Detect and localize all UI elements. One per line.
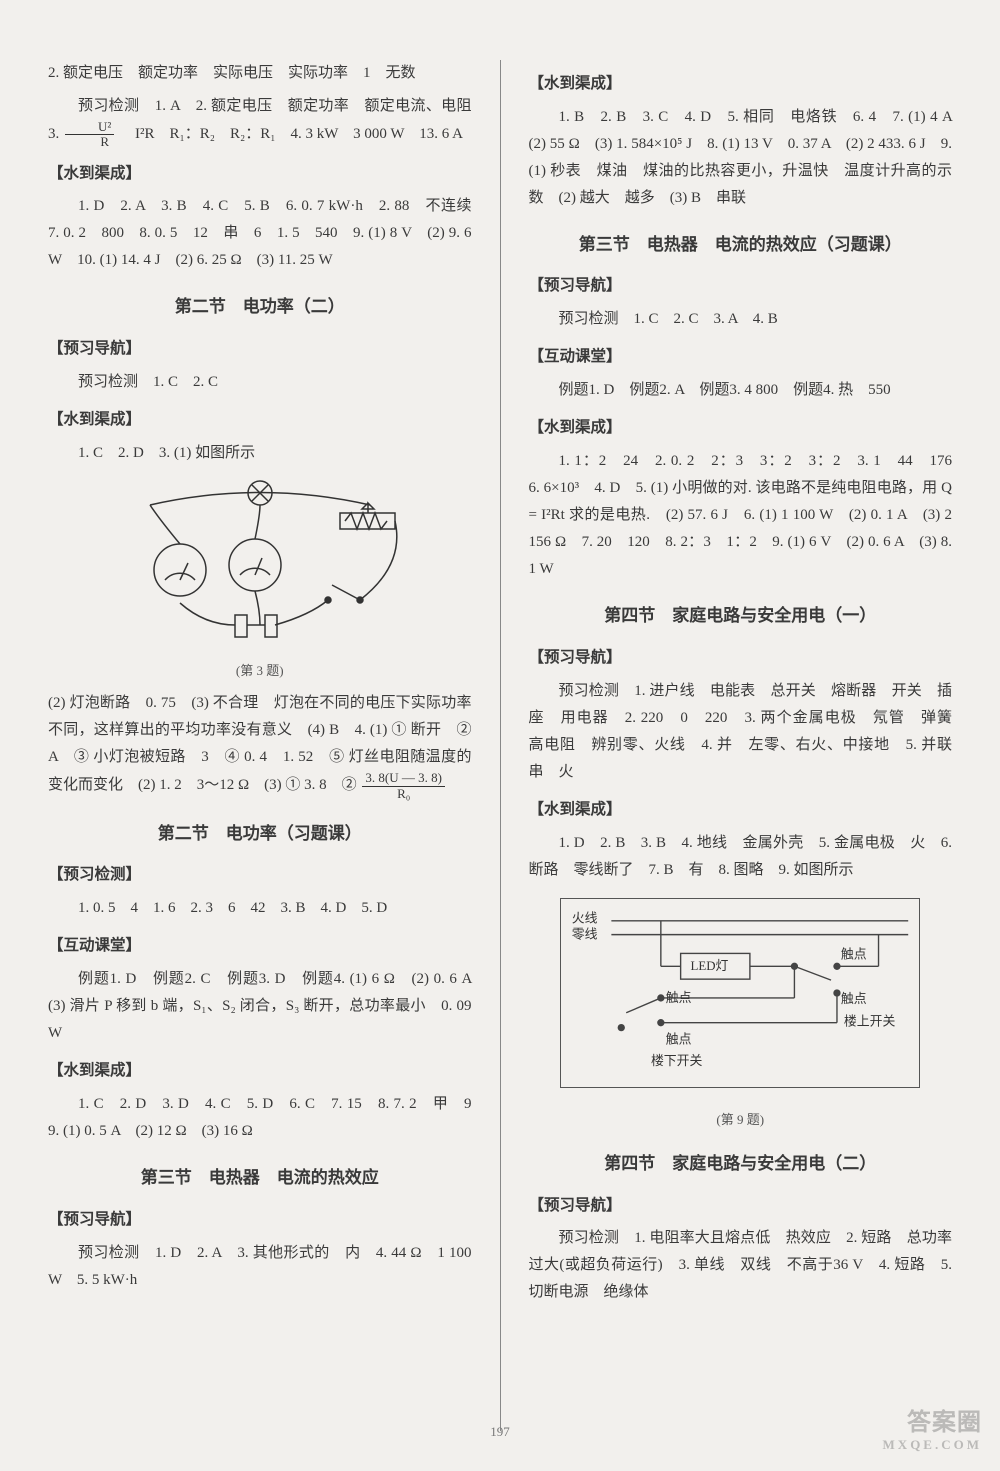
circuit-figure: (第 3 题) [48, 475, 472, 682]
answer-line: 预习检测 1. C 2. C [48, 369, 472, 396]
section-heading: 【预习导航】 [529, 1192, 953, 1220]
section-heading: 【互动课堂】 [529, 343, 953, 371]
circuit-svg-icon [110, 475, 410, 655]
answer-line: 2. 额定电压 额定功率 实际电压 实际功率 1 无数 [48, 60, 472, 87]
section-heading: 【预习检测】 [48, 861, 472, 889]
answer-line: 1. D 2. A 3. B 4. C 5. B 6. 0. 7 kW·h 2.… [48, 193, 472, 274]
chapter-title: 第三节 电热器 电流的热效应（习题课） [529, 230, 953, 261]
chapter-title: 第四节 家庭电路与安全用电（一） [529, 601, 953, 632]
figure-caption: (第 3 题) [48, 659, 472, 682]
label-contact: 触点 [841, 991, 867, 1005]
section-heading: 【预习导航】 [48, 1206, 472, 1234]
fraction-denominator: R [65, 135, 114, 149]
answer-line: 预习检测 1. C 2. C 3. A 4. B [529, 306, 953, 333]
answer-line: (2) 灯泡断路 0. 75 (3) 不合理 灯泡在不同的电压下实际功率不同，这… [48, 690, 472, 801]
fraction-numerator: 3. 8(U — 3. 8) [362, 771, 445, 786]
fraction-denominator: R₀ [362, 787, 445, 801]
answer-line: 1. C 2. D 3. D 4. C 5. D 6. C 7. 15 8. 7… [48, 1091, 472, 1145]
section-heading: 【互动课堂】 [48, 932, 472, 960]
label-contact: 触点 [666, 990, 692, 1004]
section-heading: 【预习导航】 [529, 644, 953, 672]
section-heading: 【预习导航】 [529, 272, 953, 300]
section-heading: 【水到渠成】 [529, 70, 953, 98]
section-heading: 【水到渠成】 [48, 406, 472, 434]
section-heading: 【水到渠成】 [529, 796, 953, 824]
answer-line: 例题1. D 例题2. A 例题3. 4 800 例题4. 热 550 [529, 377, 953, 404]
label-downstairs: 楼下开关 [651, 1054, 703, 1068]
answer-line: 1. B 2. B 3. C 4. D 5. 相同 电烙铁 6. 4 7. (1… [529, 104, 953, 212]
answer-line: 1. 1：2 24 2. 0. 2 2：3 3：2 3：2 3. 1 44 17… [529, 448, 953, 583]
answer-line: 例题1. D 例题2. C 例题3. D 例题4. (1) 6 Ω (2) 0.… [48, 966, 472, 1047]
fraction: 3. 8(U — 3. 8) R₀ [362, 771, 445, 801]
fraction: U² R [65, 120, 114, 150]
answer-line: 预习检测 1. 电阻率大且熔点低 热效应 2. 短路 总功率过大(或超负荷运行)… [529, 1225, 953, 1306]
section-heading: 【预习导航】 [48, 335, 472, 363]
chapter-title: 第三节 电热器 电流的热效应 [48, 1163, 472, 1194]
watermark: 答案圈 MXQE.COM [883, 1409, 982, 1453]
column-divider [500, 60, 501, 1431]
answer-line: 预习检测 1. D 2. A 3. 其他形式的 内 4. 44 Ω 1 100 … [48, 1240, 472, 1294]
fraction-numerator: U² [65, 120, 114, 135]
right-column: 【水到渠成】 1. B 2. B 3. C 4. D 5. 相同 电烙铁 6. … [529, 60, 953, 1431]
label-led: LED灯 [691, 959, 729, 973]
label-fire: 火线 [572, 911, 598, 925]
label-contact: 触点 [666, 1032, 692, 1046]
left-column: 2. 额定电压 额定功率 实际电压 实际功率 1 无数 预习检测 1. A 2.… [48, 60, 472, 1431]
household-circuit-figure: 火线 零线 LED灯 触点 触点 触点 触点 楼上开关 楼下开关 (第 9 题) [529, 892, 953, 1131]
section-heading: 【水到渠成】 [529, 414, 953, 442]
chapter-title: 第二节 电功率（二） [48, 292, 472, 323]
answer-line: 1. 0. 5 4 1. 6 2. 3 6 42 3. B 4. D 5. D [48, 895, 472, 922]
page-number: 197 [490, 1420, 510, 1443]
label-neutral: 零线 [572, 927, 598, 941]
label-upstairs: 楼上开关 [844, 1014, 896, 1028]
label-contact: 触点 [841, 947, 867, 961]
answer-line: 1. C 2. D 3. (1) 如图所示 [48, 440, 472, 467]
watermark-site: MXQE.COM [883, 1437, 982, 1453]
text-span: I²R R₁：R₂ R₂：R₁ 4. 3 kW 3 000 W 13. 6 A [120, 126, 463, 142]
answer-line: 1. D 2. B 3. B 4. 地线 金属外壳 5. 金属电极 火 6. 断… [529, 830, 953, 884]
chapter-title: 第二节 电功率（习题课） [48, 819, 472, 850]
figure-caption: (第 9 题) [529, 1108, 953, 1131]
answer-line: 预习检测 1. A 2. 额定电压 额定功率 额定电流、电阻 3. U² R I… [48, 93, 472, 150]
section-heading: 【水到渠成】 [48, 1057, 472, 1085]
page-container: 2. 额定电压 额定功率 实际电压 实际功率 1 无数 预习检测 1. A 2.… [48, 60, 952, 1431]
answer-line: 预习检测 1. 进户线 电能表 总开关 熔断器 开关 插座 用电器 2. 220… [529, 678, 953, 786]
household-circuit-svg-icon: 火线 零线 LED灯 触点 触点 触点 触点 楼上开关 楼下开关 [560, 898, 920, 1088]
chapter-title: 第四节 家庭电路与安全用电（二） [529, 1149, 953, 1180]
watermark-line1: 答案圈 [907, 1410, 982, 1436]
section-heading: 【水到渠成】 [48, 160, 472, 188]
